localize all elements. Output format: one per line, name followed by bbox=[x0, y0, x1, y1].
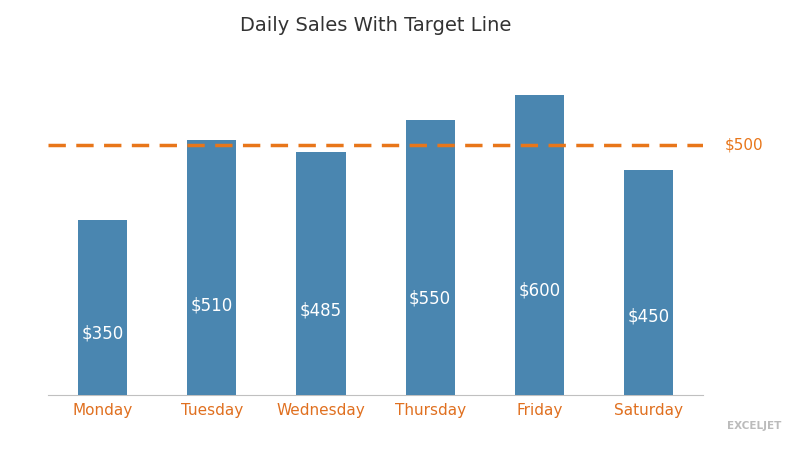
Text: EXCELJET: EXCELJET bbox=[727, 421, 781, 431]
Title: Daily Sales With Target Line: Daily Sales With Target Line bbox=[240, 16, 511, 35]
Text: $550: $550 bbox=[409, 290, 451, 308]
Text: $510: $510 bbox=[191, 297, 233, 315]
Bar bbox=[187, 140, 237, 395]
Text: $350: $350 bbox=[81, 325, 124, 343]
Text: $450: $450 bbox=[627, 307, 670, 326]
Text: $600: $600 bbox=[519, 281, 560, 299]
Bar bbox=[78, 220, 127, 395]
Text: $485: $485 bbox=[300, 301, 342, 319]
Text: $500: $500 bbox=[725, 137, 764, 153]
Bar bbox=[624, 170, 673, 395]
Bar bbox=[296, 153, 345, 395]
Bar bbox=[515, 95, 564, 395]
Bar bbox=[406, 120, 455, 395]
